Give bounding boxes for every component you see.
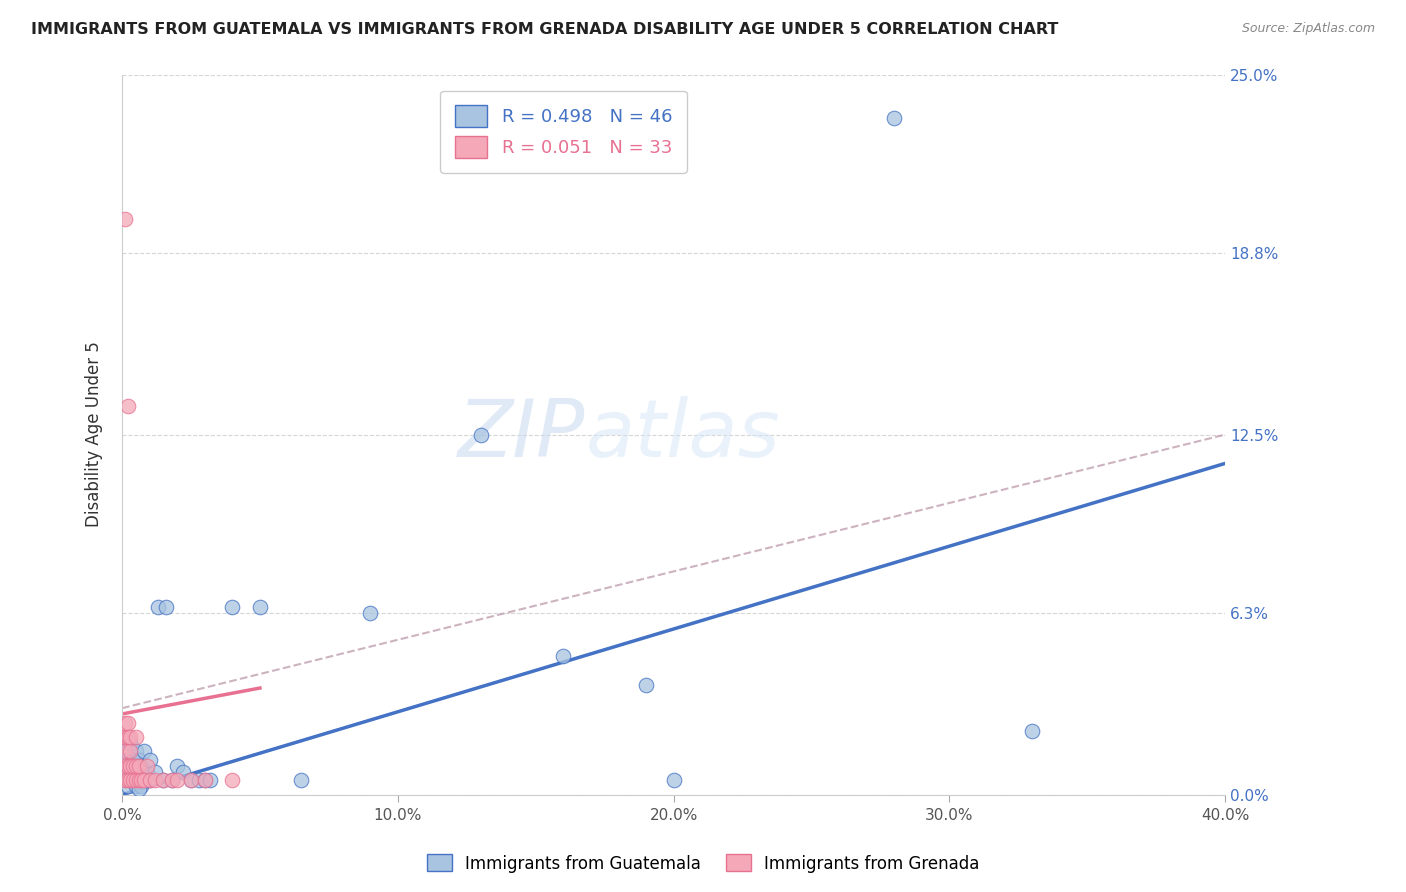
Immigrants from Guatemala	[359, 606, 381, 620]
Immigrants from Guatemala	[117, 730, 139, 744]
Immigrants from Guatemala	[117, 779, 139, 793]
Text: atlas: atlas	[585, 395, 780, 474]
Immigrants from Guatemala	[125, 779, 148, 793]
Immigrants from Guatemala	[120, 759, 142, 773]
Immigrants from Guatemala	[249, 600, 271, 615]
Immigrants from Grenada	[114, 715, 136, 730]
Immigrants from Grenada	[125, 730, 148, 744]
Immigrants from Guatemala	[152, 773, 174, 788]
Immigrants from Guatemala	[143, 764, 166, 779]
Immigrants from Grenada	[114, 211, 136, 226]
Immigrants from Guatemala	[120, 736, 142, 750]
Immigrants from Grenada	[125, 759, 148, 773]
Immigrants from Grenada	[122, 759, 145, 773]
Immigrants from Grenada	[117, 773, 139, 788]
Immigrants from Guatemala	[166, 759, 188, 773]
Immigrants from Guatemala	[194, 773, 217, 788]
Immigrants from Guatemala	[1021, 724, 1043, 739]
Immigrants from Grenada	[122, 773, 145, 788]
Immigrants from Guatemala	[290, 773, 312, 788]
Immigrants from Guatemala	[117, 767, 139, 781]
Immigrants from Guatemala	[114, 764, 136, 779]
Immigrants from Grenada	[114, 744, 136, 758]
Immigrants from Guatemala	[128, 753, 150, 767]
Immigrants from Guatemala	[180, 773, 202, 788]
Immigrants from Guatemala	[120, 773, 142, 788]
Immigrants from Guatemala	[662, 773, 685, 788]
Immigrants from Grenada	[138, 773, 160, 788]
Legend: R = 0.498   N = 46, R = 0.051   N = 33: R = 0.498 N = 46, R = 0.051 N = 33	[440, 91, 686, 173]
Immigrants from Grenada	[117, 715, 139, 730]
Immigrants from Guatemala	[636, 678, 658, 692]
Immigrants from Grenada	[120, 759, 142, 773]
Immigrants from Guatemala	[122, 753, 145, 767]
Immigrants from Grenada	[120, 773, 142, 788]
Immigrants from Guatemala	[172, 764, 194, 779]
Immigrants from Grenada	[132, 773, 155, 788]
Immigrants from Guatemala	[122, 773, 145, 788]
Immigrants from Grenada	[117, 399, 139, 413]
Immigrants from Guatemala	[160, 773, 183, 788]
Immigrants from Grenada	[135, 759, 157, 773]
Immigrants from Grenada	[125, 773, 148, 788]
Immigrants from Guatemala	[221, 600, 243, 615]
Immigrants from Grenada	[152, 773, 174, 788]
Legend: Immigrants from Guatemala, Immigrants from Grenada: Immigrants from Guatemala, Immigrants fr…	[420, 847, 986, 880]
Immigrants from Grenada	[166, 773, 188, 788]
Immigrants from Guatemala	[200, 773, 222, 788]
Text: Source: ZipAtlas.com: Source: ZipAtlas.com	[1241, 22, 1375, 36]
Immigrants from Guatemala	[128, 781, 150, 796]
Immigrants from Grenada	[128, 773, 150, 788]
Immigrants from Grenada	[194, 773, 217, 788]
Immigrants from Guatemala	[125, 764, 148, 779]
Immigrants from Guatemala	[117, 744, 139, 758]
Immigrants from Grenada	[160, 773, 183, 788]
Immigrants from Grenada	[120, 730, 142, 744]
Immigrants from Guatemala	[188, 773, 211, 788]
Immigrants from Grenada	[114, 773, 136, 788]
Immigrants from Guatemala	[138, 773, 160, 788]
Immigrants from Grenada	[114, 730, 136, 744]
Immigrants from Grenada	[117, 759, 139, 773]
Immigrants from Grenada	[120, 744, 142, 758]
Immigrants from Guatemala	[132, 773, 155, 788]
Immigrants from Grenada	[180, 773, 202, 788]
Immigrants from Grenada	[131, 773, 153, 788]
Immigrants from Guatemala	[155, 600, 177, 615]
Immigrants from Grenada	[114, 759, 136, 773]
Immigrants from Guatemala	[128, 773, 150, 788]
Immigrants from Guatemala	[114, 753, 136, 767]
Immigrants from Guatemala	[114, 773, 136, 788]
Immigrants from Grenada	[117, 730, 139, 744]
Immigrants from Grenada	[221, 773, 243, 788]
Immigrants from Guatemala	[131, 759, 153, 773]
Y-axis label: Disability Age Under 5: Disability Age Under 5	[86, 342, 103, 527]
Immigrants from Guatemala	[132, 744, 155, 758]
Immigrants from Grenada	[143, 773, 166, 788]
Immigrants from Guatemala	[135, 764, 157, 779]
Immigrants from Guatemala	[883, 111, 905, 125]
Text: ZIP: ZIP	[458, 395, 585, 474]
Immigrants from Guatemala	[146, 600, 169, 615]
Immigrants from Guatemala	[125, 744, 148, 758]
Text: IMMIGRANTS FROM GUATEMALA VS IMMIGRANTS FROM GRENADA DISABILITY AGE UNDER 5 CORR: IMMIGRANTS FROM GUATEMALA VS IMMIGRANTS …	[31, 22, 1059, 37]
Immigrants from Guatemala	[553, 649, 575, 664]
Immigrants from Guatemala	[138, 753, 160, 767]
Immigrants from Guatemala	[470, 427, 492, 442]
Immigrants from Grenada	[128, 759, 150, 773]
Immigrants from Guatemala	[131, 779, 153, 793]
